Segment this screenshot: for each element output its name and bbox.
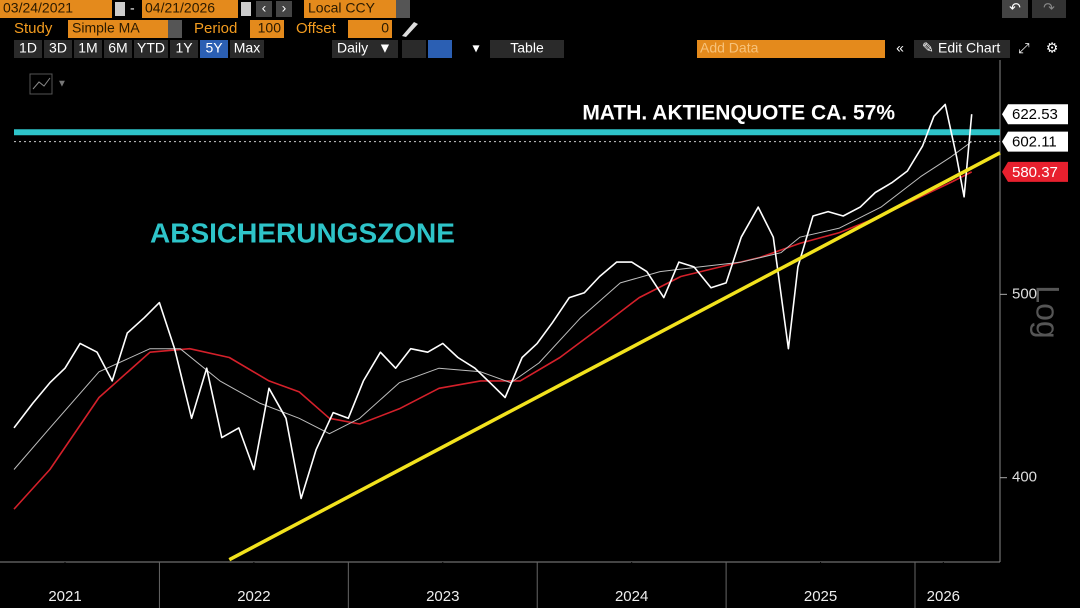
resize-icon[interactable]: ⤢ [1018,40,1029,56]
calendar-icon[interactable] [115,2,125,16]
frequency[interactable]: Daily [337,40,368,56]
y-tick-label: 400 [1012,469,1037,486]
more-icon[interactable]: ▾ [472,40,479,56]
study-label: Study [14,20,53,37]
range-button[interactable] [134,40,168,58]
zone-label: ABSICHERUNGSZONE [150,217,455,248]
range-button[interactable] [230,40,264,58]
dash: - [130,0,135,16]
range-button[interactable] [44,40,72,58]
date-to[interactable]: 04/21/2026 [145,0,215,16]
redo-button[interactable] [1032,0,1066,18]
hline-label: MATH. AKTIENQUOTE CA. 57% [582,102,895,125]
range-label[interactable]: 3D [49,40,67,56]
range-label[interactable]: 6M [108,40,127,56]
offset[interactable]: 0 [381,20,389,36]
price-tag [1002,131,1068,152]
series-line [13,103,973,500]
chart-type-icon[interactable] [29,73,53,95]
calendar-icon[interactable] [241,2,251,16]
range-label[interactable]: YTD [137,40,165,56]
range-button[interactable] [200,40,228,58]
range-button[interactable] [104,40,132,58]
range-button[interactable] [170,40,198,58]
range-button[interactable] [74,40,102,58]
frequency-button[interactable] [332,40,398,58]
price-tag-label: 622.53 [1012,106,1058,123]
chart-type-arrow[interactable]: ▼ [57,79,67,90]
x-tick-label: 2022 [237,588,270,605]
price-tag-label: 580.37 [1012,164,1058,181]
plot-area: 400 500 2021 2022 2023 2024 2025 2026 Log MATH. A… [0,60,1068,608]
range-label[interactable]: Max [234,40,260,56]
bar-icon[interactable] [428,40,452,58]
undo-button[interactable] [1002,0,1028,18]
x-tick-label: 2024 [615,588,648,605]
table[interactable]: Table [510,40,544,56]
prev-button[interactable] [256,1,272,17]
currency-field[interactable] [304,0,396,18]
study-field[interactable] [68,20,168,38]
range-label[interactable]: 1Y [175,40,193,56]
range-buttons: 1D 3D 1M 6M YTD 1Y 5Y Max [14,40,264,58]
prev-icon[interactable]: ‹ [262,0,267,16]
trendline [228,151,1001,562]
series-line [13,171,973,510]
study[interactable]: Simple MA [72,20,140,36]
offset-field[interactable] [348,20,392,38]
settings-icon[interactable]: ⚙ [1046,40,1059,56]
price-tag [1002,104,1068,125]
period-field[interactable] [250,20,284,38]
line-icon[interactable] [402,40,426,58]
add-data[interactable]: Add Data [700,40,759,56]
study-dropdown[interactable] [168,20,182,38]
chart-type-glyph [32,77,51,90]
offset-label: Offset [296,20,337,37]
currency[interactable]: Local CCY [308,0,376,16]
x-tick-label: 2023 [426,588,459,605]
currency-dropdown[interactable] [396,0,410,18]
edit-chart[interactable]: Edit Chart [938,40,1000,56]
date-to-field[interactable] [142,0,238,18]
collapse-icon[interactable]: « [896,40,904,56]
edit-chart-button[interactable] [914,40,1010,58]
price-tag [1002,161,1068,182]
next-button[interactable] [276,1,292,17]
date-from-field[interactable] [0,0,112,18]
x-tick-label: 2026 [927,588,960,605]
range-label[interactable]: 1M [78,40,97,56]
period[interactable]: 100 [258,20,282,36]
range-button[interactable] [14,40,42,58]
redo-icon[interactable]: ↷ [1043,0,1055,16]
undo-icon[interactable]: ↶ [1009,0,1021,16]
y-tick-label: 500 [1012,285,1037,302]
range-label[interactable]: 5Y [205,40,223,56]
period-label: Period [194,20,237,37]
pencil-icon[interactable] [402,22,418,37]
edit-icon[interactable]: ✎ [922,40,934,56]
table-button[interactable] [490,40,564,58]
x-tick-label: 2021 [48,588,81,605]
dropdown-arrow[interactable]: ▼ [378,40,392,56]
range-label[interactable]: 1D [19,40,37,56]
x-tick-label: 2025 [804,588,837,605]
price-tag-label: 602.11 [1012,134,1057,151]
add-data-field[interactable] [697,40,885,58]
next-icon[interactable]: › [282,0,287,16]
y-axis-label: Log [1030,285,1066,338]
date-from[interactable]: 03/24/2021 [3,0,73,16]
